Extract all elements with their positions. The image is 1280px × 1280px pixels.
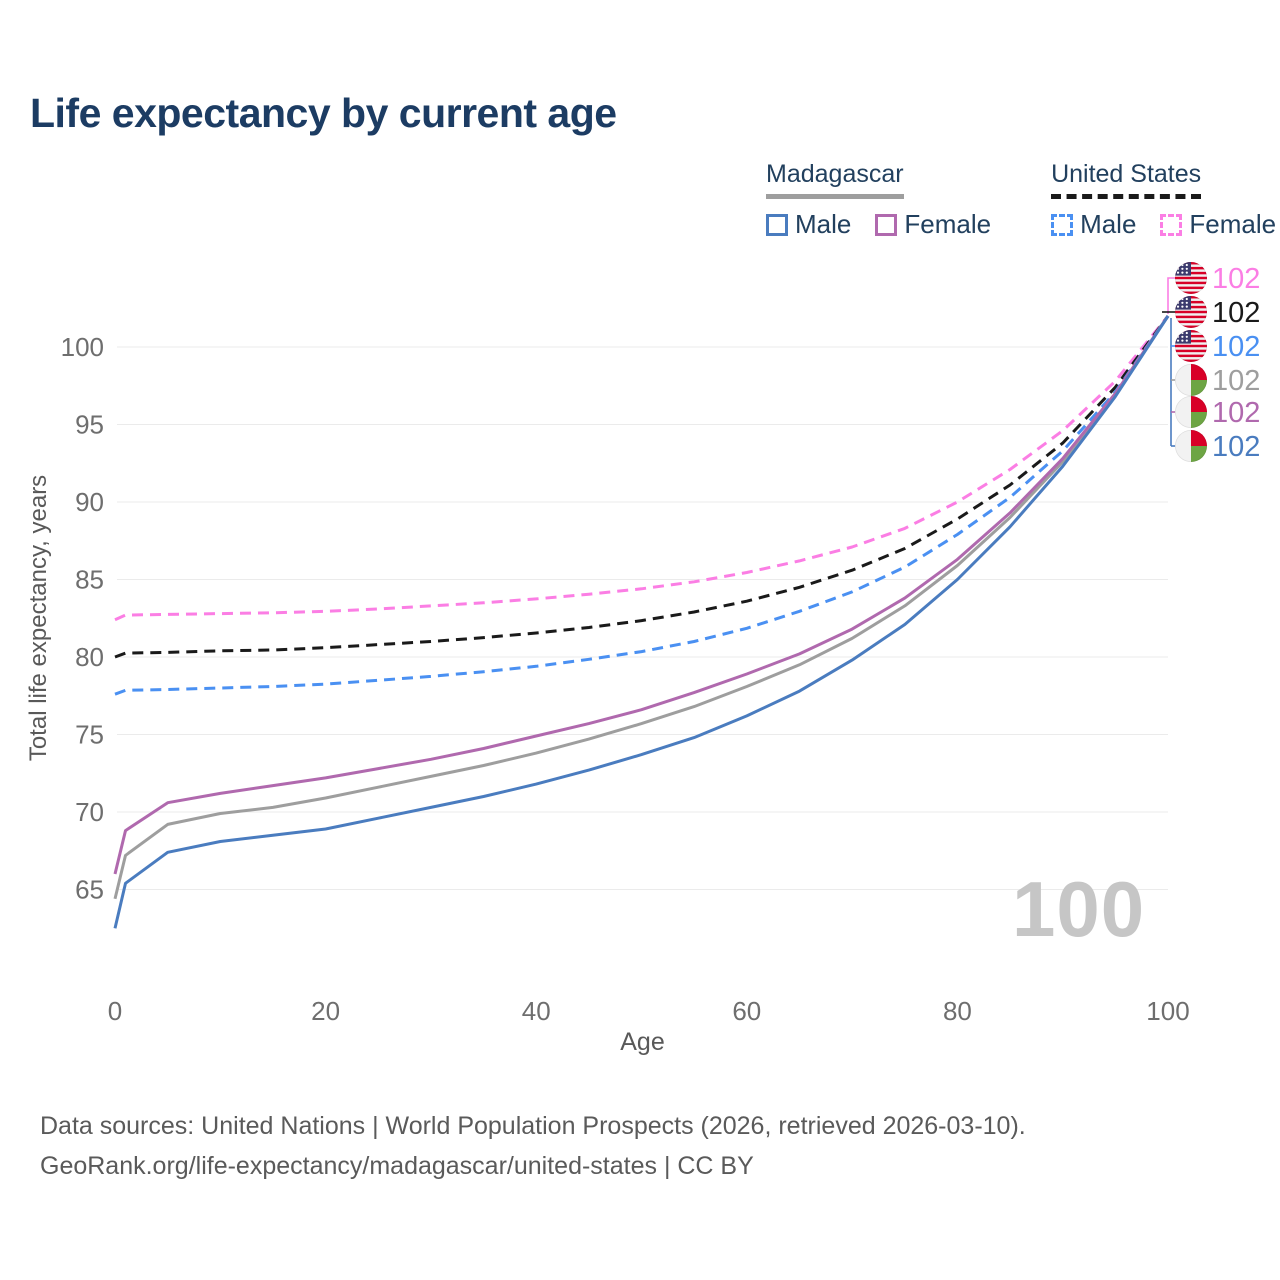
legend-item-madagascar-male[interactable]: Male [766,209,851,240]
age-indicator: 100 [1012,865,1146,953]
end-value-label-united-states: 102 [1212,297,1260,329]
legend-item-label: Female [904,209,992,239]
x-tick-label-100: 100 [1146,996,1189,1026]
legend-group-title-madagascar: Madagascar [766,160,904,199]
x-tick-label-80: 80 [943,996,972,1026]
x-tick-label-0: 0 [108,996,122,1026]
footer: Data sources: United Nations | World Pop… [40,1106,1026,1186]
series-line-madagascar-female[interactable] [113,315,1170,875]
series-line-united-states-male[interactable] [114,315,1170,696]
end-value-label-madagascar: 102 [1212,365,1260,397]
y-tick-label-90: 90 [75,487,104,517]
x-tick-label-40: 40 [522,996,551,1026]
y-axis-title: Total life expectancy, years [25,475,52,761]
legend-item-madagascar-female[interactable]: Female [875,209,991,240]
end-value-label-united-states-male: 102 [1212,331,1260,363]
y-tick-label-95: 95 [75,410,104,440]
y-gridlines: 65 70 75 80 85 90 95 100 [61,332,1168,905]
x-axis: 0 20 40 60 80 100 Age [108,996,1190,1056]
series-line-madagascar[interactable] [113,315,1170,900]
y-tick-label-80: 80 [75,642,104,672]
series-line-united-states-female[interactable] [114,315,1170,622]
female-swatch-icon [875,213,898,236]
end-value-label-madagascar-female: 102 [1212,397,1260,429]
legend-group-title-united-states: United States [1051,160,1202,199]
x-axis-title: Age [620,1028,664,1056]
madagascar-flag-icon [1175,429,1208,462]
legend-items-united-states: Male Female [1051,209,1276,240]
male-swatch-icon [766,213,788,236]
end-value-label-united-states-female: 102 [1212,263,1260,295]
us-flag-icon [1175,295,1208,328]
legend-item-label: Male [1080,209,1137,239]
madagascar-flag-icon [1175,363,1208,396]
y-tick-label-75: 75 [75,720,104,750]
y-tick-label-100: 100 [61,332,104,362]
legend-items-madagascar: Male Female [766,209,991,240]
x-tick-label-20: 20 [311,996,340,1026]
legend: Madagascar Male Female United States Mal… [766,160,1276,240]
series-line-madagascar-male[interactable] [113,315,1170,929]
label-connector-united-states-female [1167,277,1176,314]
male-swatch-icon [1051,213,1074,236]
series-line-united-states[interactable] [114,315,1170,659]
legend-group-madagascar: Madagascar Male Female [766,160,991,240]
data-source-line: Data sources: United Nations | World Pop… [40,1112,1026,1140]
y-tick-label-85: 85 [75,565,104,595]
y-tick-label-70: 70 [75,797,104,827]
attribution-line: GeoRank.org/life-expectancy/madagascar/u… [40,1152,754,1180]
end-value-label-madagascar-male: 102 [1212,431,1260,463]
legend-item-us-male[interactable]: Male [1051,209,1136,240]
legend-group-united-states: United States Male Female [1051,160,1276,240]
legend-item-label: Female [1189,209,1277,239]
legend-item-label: Male [795,209,852,239]
legend-item-us-female[interactable]: Female [1160,209,1276,240]
y-tick-label-65: 65 [75,875,104,905]
female-swatch-icon [1160,213,1183,236]
madagascar-flag-icon [1175,395,1208,428]
us-flag-icon [1175,329,1208,362]
x-tick-label-60: 60 [732,996,761,1026]
page-title: Life expectancy by current age [30,90,617,136]
us-flag-icon [1175,261,1208,294]
